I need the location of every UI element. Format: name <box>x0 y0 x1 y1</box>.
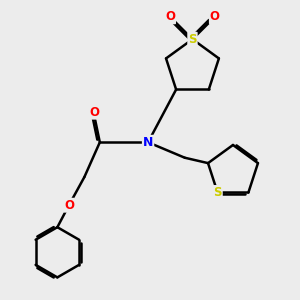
Text: O: O <box>210 10 220 23</box>
Text: S: S <box>188 33 197 46</box>
Text: S: S <box>213 186 222 199</box>
Text: O: O <box>165 10 175 23</box>
Text: O: O <box>64 199 74 212</box>
Text: N: N <box>143 136 153 149</box>
Text: O: O <box>89 106 99 119</box>
